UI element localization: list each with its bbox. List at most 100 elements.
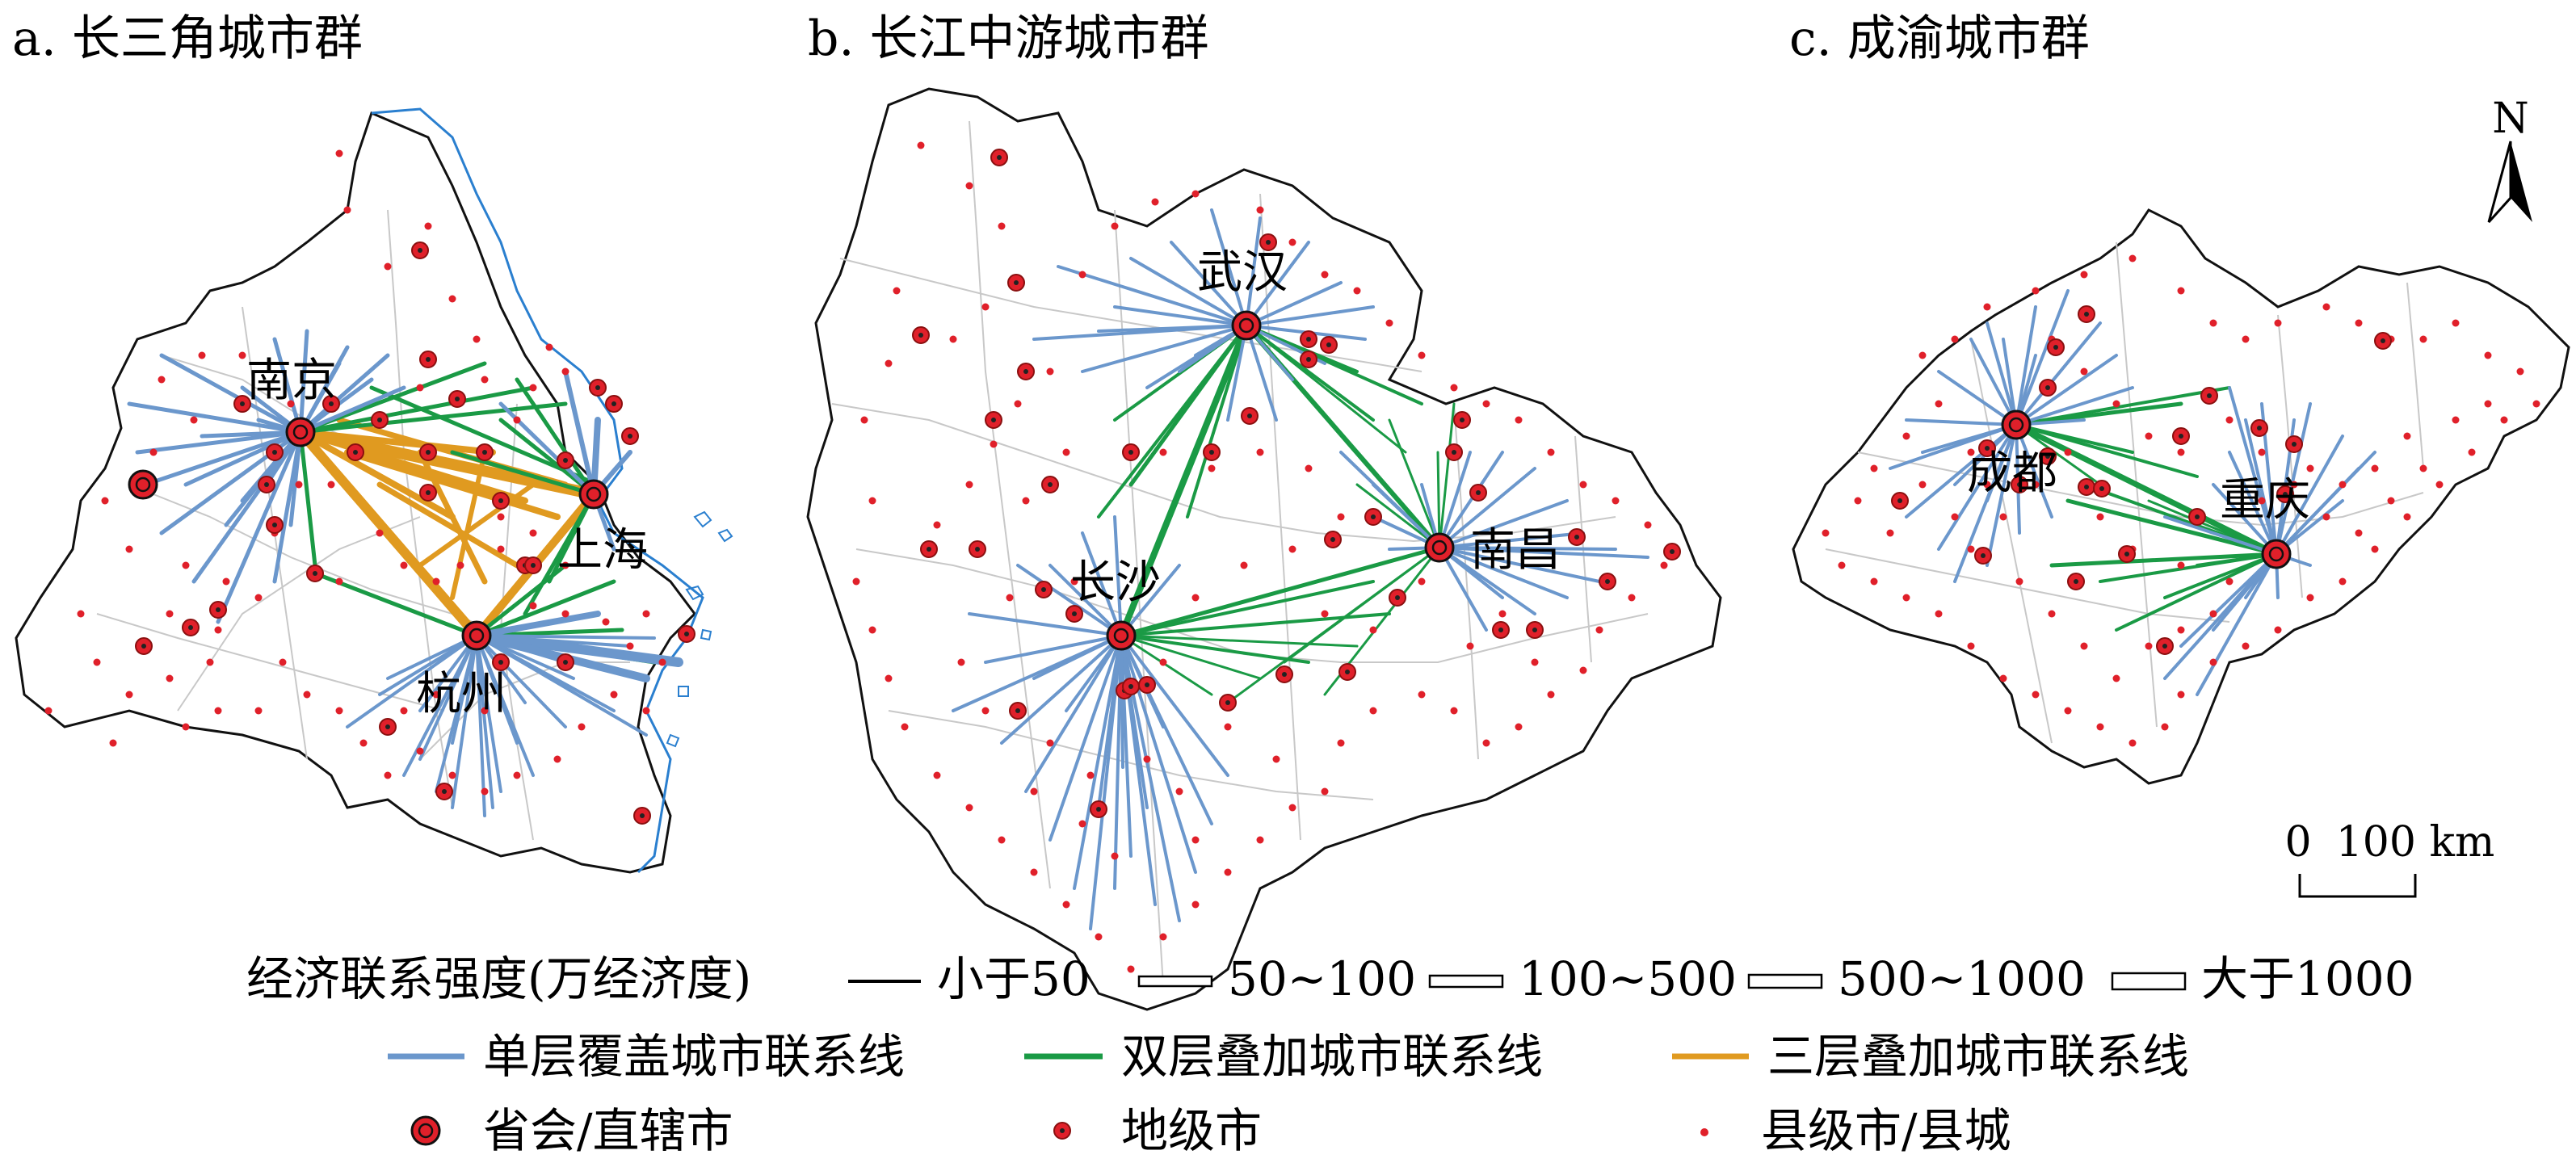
prefecture-city-point xyxy=(1035,581,1053,598)
county-city-point xyxy=(1159,658,1167,666)
link-single xyxy=(2163,552,2278,680)
county-city-point xyxy=(2355,529,2363,537)
prefecture-city-point xyxy=(1122,443,1140,461)
prefecture-city-point xyxy=(1300,351,1317,368)
link-double xyxy=(474,563,568,638)
county-city-point xyxy=(868,626,876,634)
county-city-point xyxy=(2274,626,2282,634)
link-single xyxy=(1016,564,1123,637)
prefecture-city-point xyxy=(605,395,623,413)
link-single xyxy=(1438,531,1585,549)
prefecture-city-point xyxy=(2285,435,2303,453)
county-city-point xyxy=(125,691,133,699)
link-single xyxy=(475,634,648,737)
link-single xyxy=(2212,483,2278,556)
county-city-point xyxy=(1902,594,1910,602)
county-city-point xyxy=(1369,707,1377,715)
link-single xyxy=(298,329,309,435)
link-single xyxy=(1113,305,1248,327)
county-city-point xyxy=(1321,787,1329,796)
county-city-point xyxy=(101,497,109,505)
county-city-point xyxy=(1288,804,1296,812)
county-city-point xyxy=(1822,529,1830,537)
legend-strength-item-1: 小于50 xyxy=(848,951,1090,1006)
county-city-point xyxy=(933,771,941,779)
link-double xyxy=(2015,423,2199,478)
county-city-point xyxy=(182,561,190,569)
prefecture-city-point xyxy=(1389,589,1406,607)
county-city-point xyxy=(553,755,561,763)
county-city-point xyxy=(2080,642,2088,650)
prefecture-city-point xyxy=(2156,637,2174,655)
county-city-point xyxy=(981,707,990,715)
county-city-point xyxy=(1870,464,1878,472)
county-city-point xyxy=(2435,481,2444,489)
county-city-point xyxy=(965,182,973,190)
county-city-point xyxy=(303,691,311,699)
label-chongqing: 重庆 xyxy=(2220,474,2310,527)
prefecture-city-point xyxy=(920,540,938,558)
county-city-point xyxy=(1240,561,1248,569)
county-city-point xyxy=(1660,561,1668,569)
link-single xyxy=(418,634,478,712)
prefecture-city-point xyxy=(492,492,510,510)
capital-nanchang xyxy=(1424,532,1455,563)
county-city-point xyxy=(2452,416,2460,424)
county-city-point xyxy=(957,658,965,666)
prefecture-city-point xyxy=(1138,676,1156,694)
county-city-point xyxy=(1385,319,1393,327)
prefecture-city-point xyxy=(1241,407,1259,425)
link-triple xyxy=(297,429,456,520)
county-city-point xyxy=(561,561,569,569)
link-single xyxy=(1097,634,1123,809)
county-city-point xyxy=(1515,723,1523,731)
county-city-point xyxy=(335,707,343,715)
prefecture-city-point xyxy=(990,149,1008,166)
prefecture-city-point xyxy=(135,637,153,655)
link-triple xyxy=(295,426,599,500)
link-double xyxy=(2015,423,2102,486)
link-triple xyxy=(344,449,561,520)
county-city-point xyxy=(1337,513,1345,521)
svg-text:省会/直辖市: 省会/直辖市 xyxy=(483,1103,733,1158)
label-wuhan: 武汉 xyxy=(1197,246,1288,299)
county-city-point xyxy=(1030,787,1038,796)
capital-wuhan xyxy=(1231,310,1262,341)
prefecture-city-point xyxy=(411,241,429,259)
county-city-point xyxy=(2177,626,2185,634)
prefecture-city-point xyxy=(1017,363,1035,380)
county-city-point xyxy=(287,400,295,408)
link-single xyxy=(1073,634,1123,890)
prefecture-city-point xyxy=(1275,665,1293,683)
link-single xyxy=(1372,483,1441,549)
county-city-point xyxy=(1062,901,1070,909)
link-single xyxy=(418,634,478,761)
county-city-point xyxy=(852,577,860,586)
county-city-point xyxy=(1224,723,1232,731)
prefecture-city-point xyxy=(1300,330,1317,348)
link-double xyxy=(1283,546,1441,664)
prefecture-city-point xyxy=(209,601,227,619)
link-single xyxy=(2015,321,2102,426)
county-city-point xyxy=(1143,755,1151,763)
link-single xyxy=(298,385,406,435)
county-city-point xyxy=(1547,448,1555,456)
link-single xyxy=(1438,546,1569,599)
prefecture-city-point xyxy=(557,451,574,469)
prefecture-city-point xyxy=(233,395,251,413)
prefecture-city-point xyxy=(589,379,607,397)
county-city-point xyxy=(2015,577,2023,586)
prefecture-city-point xyxy=(2250,419,2268,437)
county-city-point xyxy=(998,222,1006,230)
county-city-point xyxy=(917,141,925,149)
county-city-point xyxy=(901,723,909,731)
county-city-point xyxy=(2484,400,2492,408)
county-city-point xyxy=(2258,448,2266,456)
prefecture-city-point xyxy=(2011,476,2028,493)
county-city-point xyxy=(2161,723,2169,731)
county-city-point xyxy=(1918,351,1927,359)
county-city-point xyxy=(1062,448,1070,456)
legend: 经济联系强度(万经济度) 小于50 50~100 100~500 500~100… xyxy=(246,951,2414,1158)
link-double xyxy=(1438,402,1456,549)
link-single xyxy=(1129,257,1248,327)
